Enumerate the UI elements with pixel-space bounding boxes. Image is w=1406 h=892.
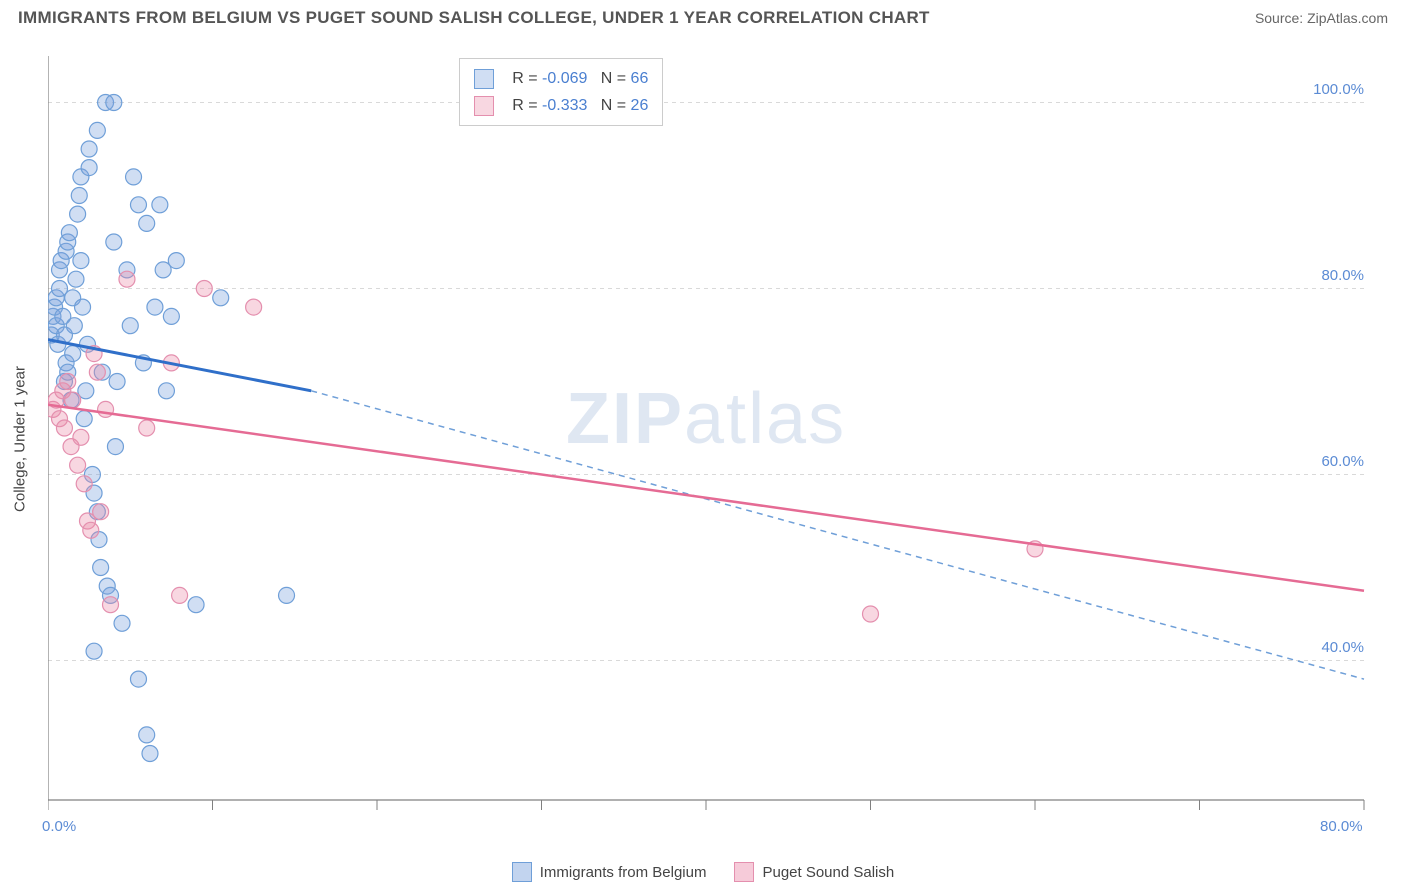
y-tick-label: 60.0% (1321, 453, 1364, 470)
chart-title: IMMIGRANTS FROM BELGIUM VS PUGET SOUND S… (18, 8, 930, 28)
scatter-plot (48, 44, 1388, 834)
series-legend: Immigrants from Belgium Puget Sound Salis… (0, 862, 1406, 886)
x-tick-label: 80.0% (1320, 818, 1363, 835)
series-legend-item: Puget Sound Salish (734, 862, 894, 882)
series-legend-item: Immigrants from Belgium (512, 862, 707, 882)
legend-swatch (512, 862, 532, 882)
header-bar: IMMIGRANTS FROM BELGIUM VS PUGET SOUND S… (0, 0, 1406, 32)
legend-swatch (474, 69, 494, 89)
legend-stats: R = -0.069 N = 66 (512, 65, 648, 92)
chart-area: College, Under 1 year 40.0%60.0%80.0%100… (48, 44, 1388, 834)
legend-row: R = -0.333 N = 26 (474, 92, 648, 119)
x-tick-label: 0.0% (42, 818, 76, 835)
correlation-legend: R = -0.069 N = 66R = -0.333 N = 26 (459, 58, 663, 126)
source-label: Source: ZipAtlas.com (1255, 10, 1388, 26)
y-tick-label: 100.0% (1313, 81, 1364, 98)
legend-row: R = -0.069 N = 66 (474, 65, 648, 92)
legend-stats: R = -0.333 N = 26 (512, 92, 648, 119)
y-axis-label: College, Under 1 year (12, 366, 29, 512)
legend-swatch (474, 96, 494, 116)
y-tick-label: 80.0% (1321, 267, 1364, 284)
legend-swatch (734, 862, 754, 882)
legend-label: Immigrants from Belgium (540, 864, 707, 881)
legend-label: Puget Sound Salish (762, 864, 894, 881)
y-tick-label: 40.0% (1321, 639, 1364, 656)
